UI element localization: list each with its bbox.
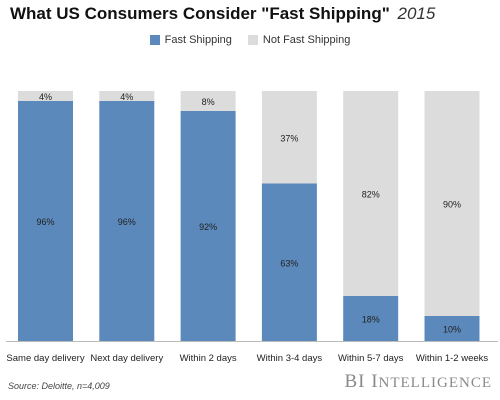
data-label-fast: 96% xyxy=(36,217,54,227)
data-label-fast: 63% xyxy=(280,258,298,268)
data-label-not-fast: 82% xyxy=(362,190,380,200)
source-note: Source: Deloitte, n=4,009 xyxy=(8,381,110,391)
x-tick-label: Next day delivery xyxy=(90,353,163,364)
chart-title-text: What US Consumers Consider "Fast Shippin… xyxy=(10,4,390,23)
chart-title-year: 2015 xyxy=(397,4,436,23)
legend-swatch-not-fast xyxy=(247,35,258,45)
data-label-not-fast: 4% xyxy=(39,92,52,102)
legend-item-not-fast: Not Fast Shipping xyxy=(247,34,351,46)
data-label-fast: 18% xyxy=(362,315,380,325)
chart-legend: Fast Shipping Not Fast Shipping xyxy=(0,34,500,46)
brand-intelligence-rest: NTELLIGENCE xyxy=(378,375,492,391)
data-label-not-fast: 90% xyxy=(443,200,461,210)
legend-item-fast: Fast Shipping xyxy=(149,34,232,46)
bar-fast xyxy=(18,101,73,341)
x-tick-label: Within 1-2 weeks xyxy=(416,353,489,364)
data-label-fast: 92% xyxy=(199,222,217,232)
data-label-fast: 10% xyxy=(443,325,461,335)
bi-intelligence-logo: BI INTELLIGENCE xyxy=(344,371,492,393)
bar-not-fast xyxy=(261,91,317,184)
bar-fast xyxy=(261,183,317,341)
x-tick-label: Within 5-7 days xyxy=(338,353,404,364)
brand-bi: BI xyxy=(344,371,366,392)
legend-swatch-fast xyxy=(149,35,160,45)
bar-not-fast xyxy=(99,91,155,101)
bar-fast xyxy=(424,316,480,341)
x-tick-label: Within 2 days xyxy=(180,353,237,364)
brand-intelligence: INTELLIGENCE xyxy=(371,371,492,392)
x-tick-label: Within 3-4 days xyxy=(257,353,323,364)
data-label-fast: 96% xyxy=(118,217,136,227)
x-tick-label: Same day delivery xyxy=(6,353,84,364)
data-label-not-fast: 37% xyxy=(280,133,298,143)
bar-not-fast xyxy=(180,91,236,111)
bar-not-fast xyxy=(424,91,480,316)
data-label-not-fast: 4% xyxy=(120,92,133,102)
bar-not-fast xyxy=(18,91,73,101)
data-label-not-fast: 8% xyxy=(202,97,215,107)
brand-intelligence-initial: I xyxy=(371,371,379,392)
legend-label-fast: Fast Shipping xyxy=(164,34,232,46)
chart-title: What US Consumers Consider "Fast Shippin… xyxy=(10,4,435,24)
bar-not-fast xyxy=(343,91,399,296)
bar-fast xyxy=(99,101,155,341)
legend-label-not-fast: Not Fast Shipping xyxy=(262,34,351,46)
bar-fast xyxy=(343,296,399,341)
bar-fast xyxy=(180,111,236,341)
